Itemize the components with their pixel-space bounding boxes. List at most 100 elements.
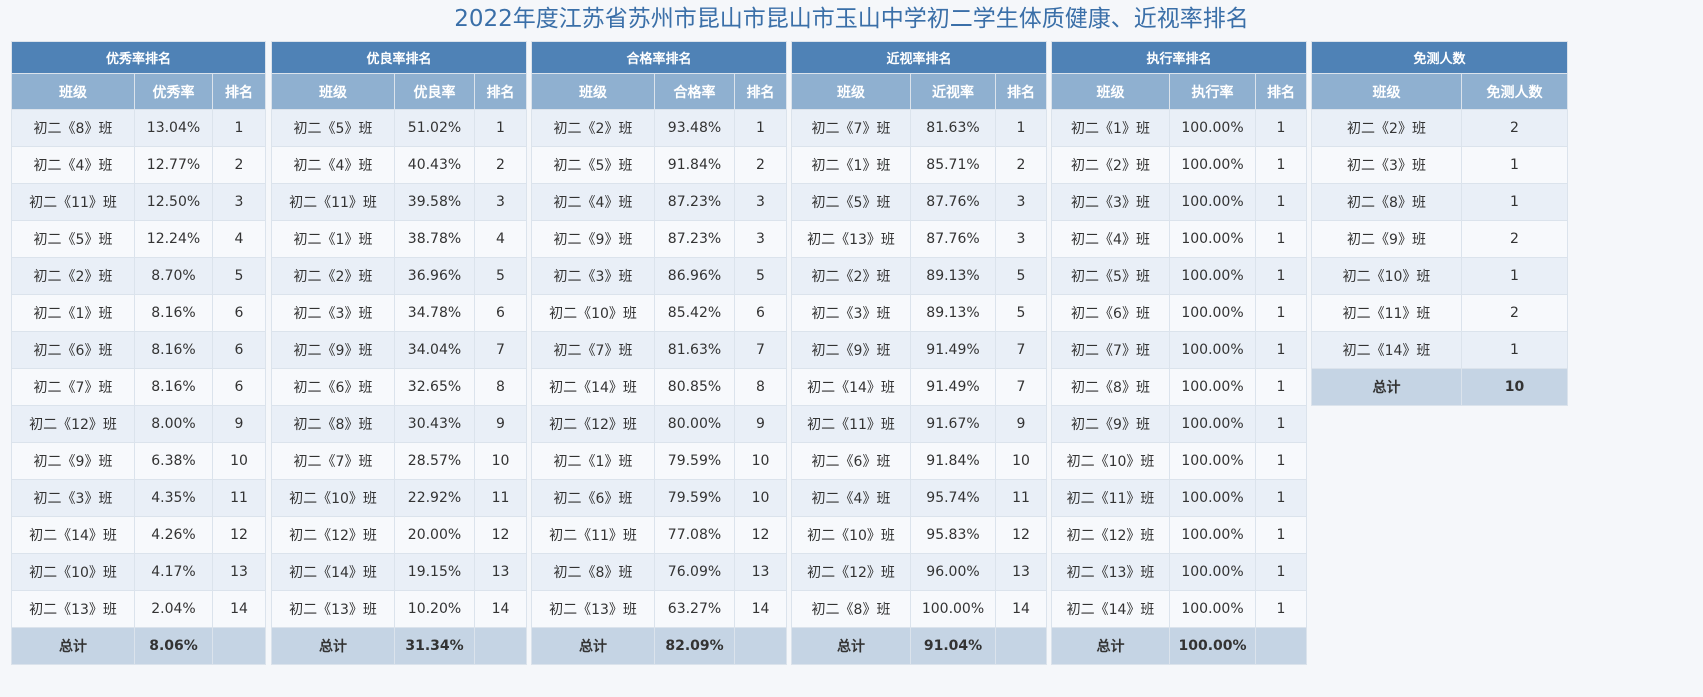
table-cell: 80.85% [654, 368, 735, 406]
table-cell: 初二《8》班 [1051, 368, 1170, 406]
table-cell: 76.09% [654, 553, 735, 591]
good-rank-table: 优良率排名 班级 优良率 排名 初二《5》班 51.02% 1 初二《4》班 40.43% 2 初二… [270, 41, 528, 665]
table-cell: 初二《1》班 [271, 220, 395, 258]
table-cell: 2.04% [134, 590, 213, 628]
table-cell: 初二《3》班 [11, 479, 135, 517]
table-cell: 8.16% [134, 368, 213, 406]
table-cell: 100.00% [1169, 220, 1256, 258]
table-cell: 初二《9》班 [791, 331, 911, 369]
table-cell: 初二《6》班 [271, 368, 395, 406]
table-cell: 89.13% [910, 257, 996, 295]
table-cell: 3 [733, 220, 788, 258]
table-row: 初二《1》班 38.78% 4 [271, 220, 528, 258]
table-cell: 100.00% [1169, 109, 1256, 147]
table-cell: 2 [473, 146, 528, 184]
table-cell: 初二《5》班 [531, 146, 655, 184]
table-cell: 6 [733, 294, 788, 332]
table-row: 初二《2》班 36.96% 5 [271, 257, 528, 295]
table-row: 初二《2》班 2 [1311, 109, 1569, 147]
table-cell: 初二《11》班 [531, 516, 655, 554]
table-cell: 1 [1254, 220, 1308, 258]
table-cell: 95.74% [910, 479, 996, 517]
table-cell: 初二《7》班 [11, 368, 135, 406]
table-cell: 86.96% [654, 257, 735, 295]
table-cell: 2 [211, 146, 267, 184]
table-cell: 初二《9》班 [11, 442, 135, 480]
table-cell: 96.00% [910, 553, 996, 591]
table-row: 初二《11》班 2 [1311, 294, 1569, 332]
table-cell: 初二《8》班 [11, 109, 135, 147]
column-header: 优秀率 [134, 73, 213, 110]
table-row: 初二《3》班 100.00% 1 [1051, 183, 1308, 221]
table-cell: 初二《1》班 [531, 442, 655, 480]
column-header-row: 班级 合格率 排名 [531, 73, 788, 110]
column-header: 班级 [531, 73, 655, 110]
table-cell: 14 [733, 590, 788, 628]
table-row: 初二《4》班 40.43% 2 [271, 146, 528, 184]
table-cell: 初二《11》班 [11, 183, 135, 221]
table-row: 初二《11》班 91.67% 9 [791, 405, 1048, 443]
table-cell: 93.48% [654, 109, 735, 147]
table-cell: 8 [473, 368, 528, 406]
table-cell: 1 [1254, 257, 1308, 295]
table-cell: 95.83% [910, 516, 996, 554]
total-row: 总计 100.00% [1051, 627, 1308, 665]
table-caption: 优良率排名 [270, 41, 528, 74]
table-row: 初二《4》班 100.00% 1 [1051, 220, 1308, 258]
table-cell: 63.27% [654, 590, 735, 628]
table-cell: 1 [994, 109, 1048, 147]
table-row: 初二《3》班 86.96% 5 [531, 257, 788, 295]
table-cell: 12 [473, 516, 528, 554]
table-cell: 7 [994, 368, 1048, 406]
table-row: 初二《11》班 39.58% 3 [271, 183, 528, 221]
table-cell: 1 [733, 109, 788, 147]
table-cell: 100.00% [1169, 442, 1256, 480]
table-row: 初二《13》班 63.27% 14 [531, 590, 788, 628]
table-cell: 初二《6》班 [531, 479, 655, 517]
table-cell: 1 [1460, 146, 1569, 184]
table-cell: 87.76% [910, 183, 996, 221]
table-cell: 初二《9》班 [271, 331, 395, 369]
table-row: 初二《12》班 100.00% 1 [1051, 516, 1308, 554]
total-cell [473, 627, 528, 665]
total-row: 总计 91.04% [791, 627, 1048, 665]
table-cell: 30.43% [394, 405, 475, 443]
total-cell: 总计 [791, 627, 911, 665]
column-header-row: 班级 优良率 排名 [271, 73, 528, 110]
table-row: 初二《1》班 100.00% 1 [1051, 109, 1308, 147]
table-cell: 4.26% [134, 516, 213, 554]
table-cell: 9 [473, 405, 528, 443]
table-cell: 3 [994, 183, 1048, 221]
table-cell: 85.71% [910, 146, 996, 184]
table-cell: 87.23% [654, 183, 735, 221]
table-cell: 初二《2》班 [271, 257, 395, 295]
total-cell: 100.00% [1169, 627, 1256, 665]
table-cell: 34.04% [394, 331, 475, 369]
myopia-rank-table: 近视率排名 班级 近视率 排名 初二《7》班 81.63% 1 初二《1》班 85.71% 2 初二… [790, 41, 1048, 665]
table-cell: 初二《2》班 [531, 109, 655, 147]
table-cell: 2 [1460, 294, 1569, 332]
table-cell: 初二《11》班 [271, 183, 395, 221]
table-cell: 初二《1》班 [11, 294, 135, 332]
column-header: 免测人数 [1460, 73, 1569, 110]
column-header: 班级 [271, 73, 395, 110]
table-cell: 初二《12》班 [11, 405, 135, 443]
table-cell: 36.96% [394, 257, 475, 295]
table-caption: 免测人数 [1310, 41, 1569, 74]
table-row: 初二《1》班 8.16% 6 [11, 294, 267, 332]
table-cell: 100.00% [1169, 146, 1256, 184]
table-row: 初二《2》班 89.13% 5 [791, 257, 1048, 295]
table-cell: 100.00% [1169, 516, 1256, 554]
table-cell: 100.00% [1169, 479, 1256, 517]
table-cell: 4.17% [134, 553, 213, 591]
total-cell: 总计 [1051, 627, 1170, 665]
table-cell: 初二《7》班 [271, 442, 395, 480]
table-row: 初二《13》班 10.20% 14 [271, 590, 528, 628]
table-cell: 1 [1460, 331, 1569, 369]
table-cell: 1 [1254, 590, 1308, 628]
table-cell: 2 [1460, 109, 1569, 147]
table-cell: 81.63% [910, 109, 996, 147]
table-row: 初二《5》班 100.00% 1 [1051, 257, 1308, 295]
table-cell: 100.00% [1169, 294, 1256, 332]
table-cell: 8.16% [134, 331, 213, 369]
